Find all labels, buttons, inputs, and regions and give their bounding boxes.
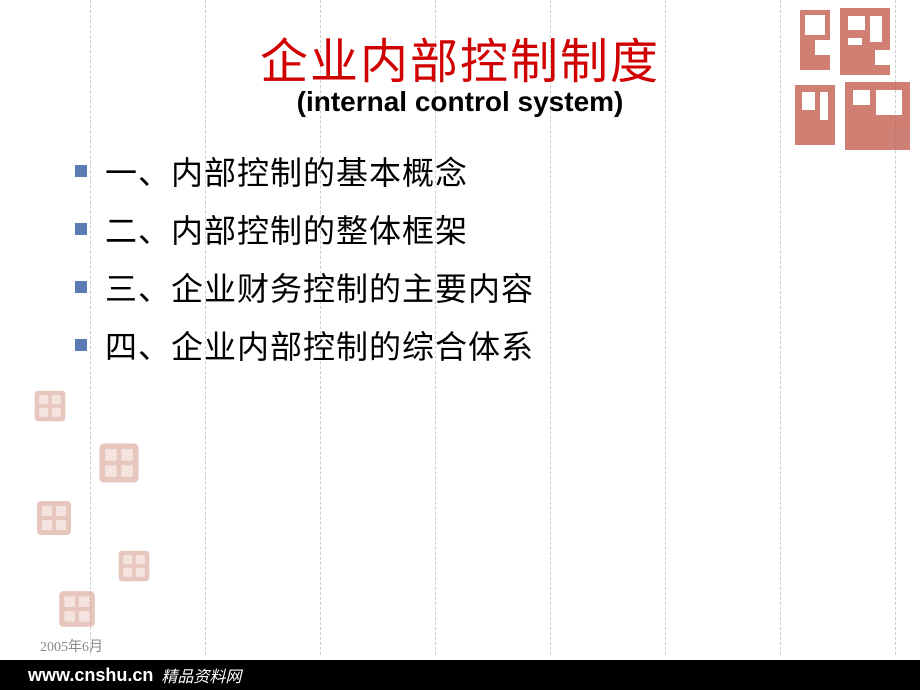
seal-decoration-icon	[56, 588, 98, 630]
seal-decoration-icon	[34, 498, 74, 538]
slide-title: 企业内部控制制度	[0, 22, 920, 92]
bullet-text: 一、内部控制的基本概念	[105, 148, 468, 194]
list-item: 三、企业财务控制的主要内容	[75, 264, 534, 310]
date-label: 2005年6月	[40, 636, 103, 656]
bullet-marker-icon	[75, 281, 87, 293]
seal-decoration-icon	[116, 548, 152, 584]
seal-decoration-icon	[96, 440, 142, 486]
footer-url: www.cnshu.cn	[28, 665, 153, 686]
list-item: 一、内部控制的基本概念	[75, 148, 534, 194]
bullet-marker-icon	[75, 165, 87, 177]
bullet-marker-icon	[75, 223, 87, 235]
bullet-list: 一、内部控制的基本概念 二、内部控制的整体框架 三、企业财务控制的主要内容 四、…	[75, 148, 534, 380]
bullet-text: 三、企业财务控制的主要内容	[105, 264, 534, 310]
list-item: 四、企业内部控制的综合体系	[75, 322, 534, 368]
seal-decoration-icon	[32, 388, 68, 424]
bullet-text: 四、企业内部控制的综合体系	[105, 322, 534, 368]
footer-bar: www.cnshu.cn 精品资料网	[0, 660, 920, 690]
bullet-text: 二、内部控制的整体框架	[105, 206, 468, 252]
bullet-marker-icon	[75, 339, 87, 351]
footer-suffix: 精品资料网	[161, 663, 241, 687]
list-item: 二、内部控制的整体框架	[75, 206, 534, 252]
slide-subtitle: (internal control system)	[0, 86, 920, 118]
